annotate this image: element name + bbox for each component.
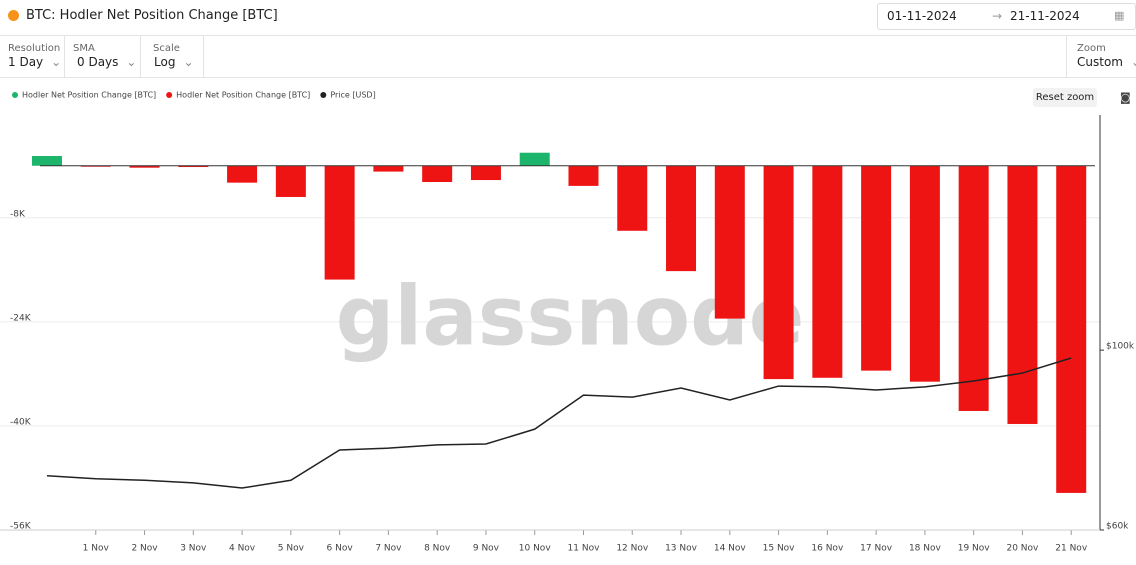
x-tick-label: 21 Nov — [1055, 544, 1088, 554]
y-tick-label: -8K — [10, 209, 26, 219]
bar — [763, 165, 794, 380]
x-tick-label: 12 Nov — [616, 544, 649, 554]
x-tick-label: 20 Nov — [1006, 544, 1039, 554]
legend-marker — [166, 92, 173, 98]
title: BTC: Hodler Net Position Change [BTC] — [26, 8, 278, 23]
y-tick-label: -24K — [10, 313, 32, 323]
x-tick-label: 6 Nov — [327, 544, 354, 554]
calendar-icon[interactable]: ▦ — [1114, 9, 1125, 22]
bar — [568, 165, 599, 186]
x-tick-label: 13 Nov — [665, 544, 698, 554]
legend-marker — [12, 92, 18, 98]
x-tick-label: 18 Nov — [909, 544, 942, 554]
bar — [422, 165, 453, 182]
legend-label: Hodler Net Position Change [BTC] — [176, 91, 310, 100]
bar — [178, 165, 209, 168]
arrow: → — [992, 9, 1003, 23]
y2-tick-label: $60k — [1106, 522, 1129, 532]
bar — [373, 165, 404, 172]
x-tick-label: 4 Nov — [229, 544, 256, 554]
date-from[interactable]: 01-11-2024 — [887, 9, 957, 23]
x-tick-label: 2 Nov — [131, 544, 158, 554]
x-tick-label: 14 Nov — [714, 544, 747, 554]
legend-marker — [320, 92, 327, 98]
legend-label: Hodler Net Position Change [BTC] — [22, 91, 156, 100]
bar — [1056, 165, 1087, 493]
date-to[interactable]: 21-11-2024 — [1010, 9, 1080, 23]
x-tick-label: 1 Nov — [83, 544, 110, 554]
x-tick-label: 8 Nov — [424, 544, 451, 554]
bar — [275, 165, 306, 197]
bar — [227, 165, 258, 183]
control-label: Zoom — [1077, 43, 1106, 54]
price-line — [46, 357, 1072, 489]
x-tick-label: 5 Nov — [278, 544, 305, 554]
control-label: SMA — [73, 43, 95, 54]
sma[interactable]: SMA 0 Days — [65, 36, 141, 77]
x-tick-label: 7 Nov — [375, 544, 402, 554]
legend-label: Price [USD] — [330, 91, 375, 100]
y-tick-label: -40K — [10, 417, 32, 427]
x-tick-label: 10 Nov — [519, 544, 552, 554]
x-tick-label: 19 Nov — [958, 544, 991, 554]
x-tick-label: 3 Nov — [180, 544, 207, 554]
bar — [519, 152, 550, 166]
control-label: Scale — [153, 43, 180, 54]
control-value[interactable]: 0 Days — [77, 55, 136, 69]
bar — [666, 165, 697, 272]
x-tick-label: 9 Nov — [473, 544, 500, 554]
date-range[interactable]: 01-11-2024 → 21-11-2024 ▦ — [877, 3, 1136, 30]
control-value[interactable]: 1 Day — [8, 55, 61, 69]
bar — [958, 165, 989, 411]
control-label: Resolution — [8, 43, 61, 54]
bar — [31, 155, 62, 166]
y-tick-label: -56K — [10, 522, 32, 532]
reset-zoom[interactable]: Reset zoom — [1033, 88, 1097, 107]
x-tick-label: 15 Nov — [763, 544, 796, 554]
bar — [909, 165, 940, 382]
bar — [1007, 165, 1038, 424]
scale[interactable]: Scale Log — [141, 36, 204, 77]
x-tick-label: 17 Nov — [860, 544, 893, 554]
control-value[interactable]: Custom — [1077, 55, 1136, 69]
y2-tick-label: $100k — [1106, 342, 1135, 352]
bar — [129, 165, 160, 168]
btc-icon — [8, 10, 19, 21]
x-tick-label: 16 Nov — [811, 544, 844, 554]
bar — [324, 165, 355, 280]
bar — [812, 165, 843, 378]
bar — [714, 165, 745, 319]
bar — [861, 165, 892, 371]
zoom[interactable]: Zoom Custom — [1066, 36, 1136, 77]
control-value[interactable]: Log — [154, 55, 194, 69]
bar — [617, 165, 648, 231]
x-tick-label: 11 Nov — [568, 544, 601, 554]
resolution[interactable]: Resolution 1 Day — [0, 36, 65, 77]
camera-icon[interactable]: ◙ — [1120, 91, 1131, 104]
bar — [470, 165, 501, 181]
header: BTC: Hodler Net Position Change [BTC] 01… — [0, 0, 1136, 36]
